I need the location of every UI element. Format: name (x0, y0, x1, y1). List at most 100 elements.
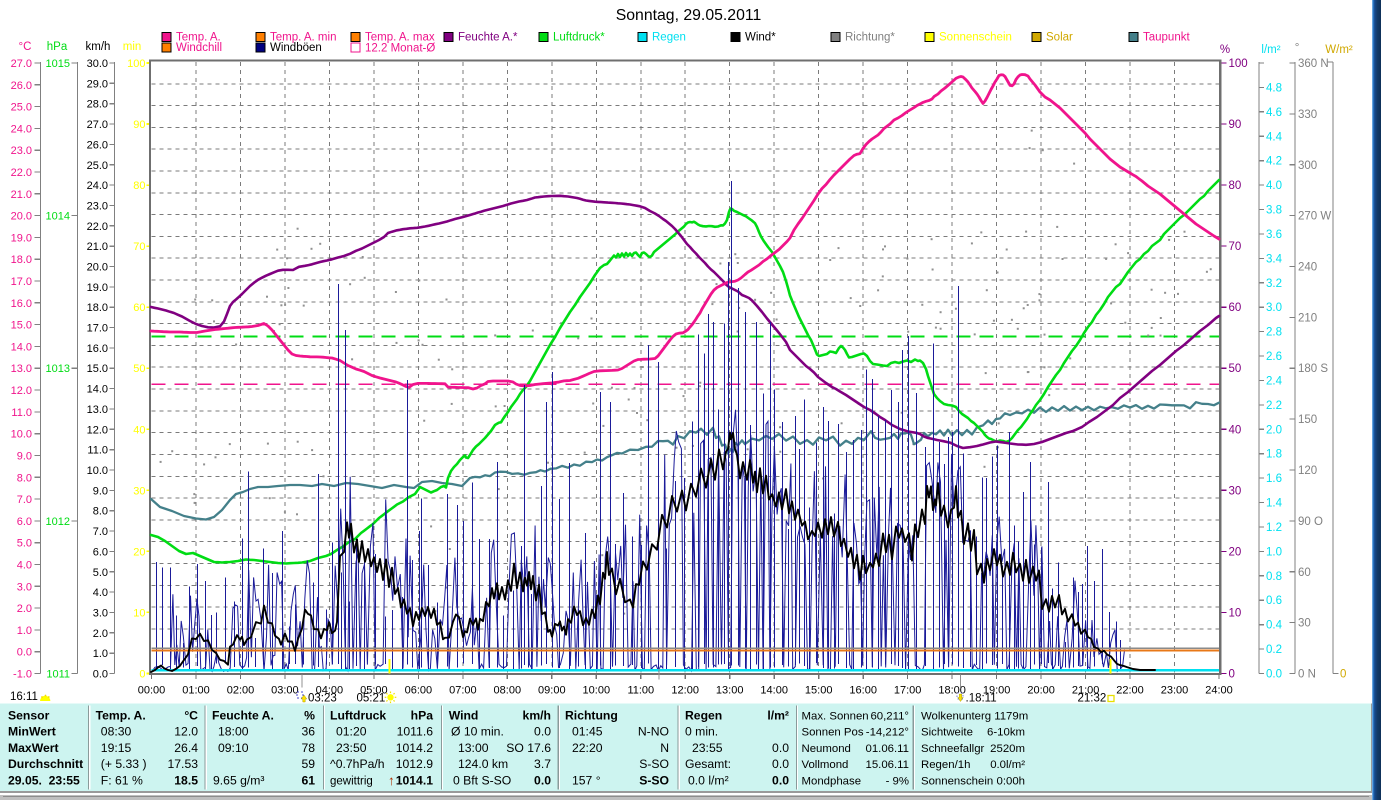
svg-text:11.0: 11.0 (11, 407, 32, 419)
svg-text:1.4: 1.4 (1266, 498, 1283, 510)
svg-text:23:00: 23:00 (1161, 685, 1189, 697)
svg-text:Windchill: Windchill (176, 42, 222, 54)
svg-text:29.0: 29.0 (87, 78, 108, 90)
svg-text:F: 61 %: F: 61 % (101, 773, 143, 787)
svg-text:03:23: 03:23 (308, 693, 337, 705)
svg-text:0.4: 0.4 (1266, 620, 1283, 632)
svg-text:08:30: 08:30 (101, 725, 132, 739)
svg-text:0.0: 0.0 (772, 757, 789, 771)
svg-text:0 min.: 0 min. (685, 725, 718, 739)
svg-text:90: 90 (133, 119, 145, 131)
svg-text:21.0: 21.0 (11, 189, 32, 201)
svg-text:90: 90 (1229, 119, 1242, 131)
svg-text:Sensor: Sensor (8, 709, 50, 723)
svg-text:40: 40 (133, 424, 145, 436)
svg-text:6-10km: 6-10km (987, 727, 1025, 739)
svg-text:28.0: 28.0 (87, 99, 108, 111)
svg-text:19.0: 19.0 (87, 282, 108, 294)
svg-text:05:00: 05:00 (360, 685, 388, 697)
svg-text:3.6: 3.6 (1266, 229, 1282, 241)
svg-text:00:00: 00:00 (138, 685, 166, 697)
svg-text:01.06.11: 01.06.11 (866, 743, 910, 755)
svg-text:10:00: 10:00 (583, 685, 611, 697)
svg-text:60: 60 (133, 302, 145, 314)
svg-text:12.0: 12.0 (11, 385, 32, 397)
svg-text:50: 50 (133, 363, 145, 375)
svg-text:Temp. A.: Temp. A. (96, 709, 146, 723)
svg-text:150: 150 (1298, 414, 1317, 426)
svg-text:1014.2: 1014.2 (396, 741, 433, 755)
svg-text:12.2 Monat-Ø: 12.2 Monat-Ø (365, 43, 435, 55)
svg-text:3.0: 3.0 (17, 581, 32, 593)
svg-text:3.7: 3.7 (534, 757, 551, 771)
svg-text:1.0: 1.0 (17, 625, 32, 637)
svg-text:90 O: 90 O (1298, 516, 1323, 528)
svg-text:24.0: 24.0 (87, 180, 108, 192)
svg-text:04:00: 04:00 (316, 685, 344, 697)
svg-text:1013: 1013 (46, 363, 70, 375)
svg-text:61: 61 (301, 773, 315, 787)
svg-text:1.2: 1.2 (1266, 522, 1282, 534)
svg-text:9.65 g/m³: 9.65 g/m³ (213, 773, 264, 787)
svg-text:Regen: Regen (685, 709, 722, 723)
svg-text:120: 120 (1298, 465, 1317, 477)
svg-text:(+ 5.33 ): (+ 5.33 ) (101, 757, 147, 771)
svg-text:1015: 1015 (46, 58, 70, 70)
svg-text:1011.6: 1011.6 (397, 725, 434, 739)
svg-text:12:00: 12:00 (671, 685, 699, 697)
svg-text:Max. Sonnen: Max. Sonnen (802, 711, 869, 723)
svg-text:2.6: 2.6 (1266, 351, 1282, 363)
svg-text:MinWert: MinWert (8, 725, 56, 739)
svg-text:°C: °C (184, 709, 198, 723)
svg-text:0.2: 0.2 (1266, 644, 1282, 656)
svg-text:0.8: 0.8 (1266, 571, 1282, 583)
svg-text:24:00: 24:00 (1205, 685, 1233, 697)
svg-text:26.0: 26.0 (87, 139, 108, 151)
svg-text:N: N (660, 741, 669, 755)
svg-text:21:32: 21:32 (1078, 693, 1107, 705)
svg-text:0.6: 0.6 (1266, 595, 1282, 607)
svg-text:2.0: 2.0 (1266, 424, 1282, 436)
svg-text:124.0 km: 124.0 km (458, 757, 508, 771)
svg-text:2.0: 2.0 (93, 628, 108, 640)
svg-text:°C: °C (19, 41, 32, 53)
svg-text:29.05. 23:55: 29.05. 23:55 (8, 773, 80, 787)
svg-text:22.0: 22.0 (87, 221, 108, 233)
svg-text:60,211°: 60,211° (870, 711, 909, 723)
svg-text:Temp. A. min: Temp. A. min (270, 32, 336, 44)
svg-text:22.0: 22.0 (11, 167, 32, 179)
svg-text:1014: 1014 (46, 211, 70, 223)
svg-text:Solar: Solar (1046, 32, 1073, 44)
svg-text:Wind*: Wind* (745, 32, 776, 44)
svg-text:16:11: 16:11 (10, 691, 38, 703)
svg-text:0 Bft S-SO: 0 Bft S-SO (453, 773, 511, 787)
svg-text:100: 100 (1229, 58, 1248, 70)
svg-text:1.0: 1.0 (1266, 546, 1282, 558)
svg-text:Taupunkt: Taupunkt (1143, 32, 1190, 44)
svg-text:- 9%: - 9% (886, 775, 909, 787)
svg-text:18.0: 18.0 (87, 302, 108, 314)
svg-text:4.8: 4.8 (1266, 82, 1282, 94)
svg-text:07:00: 07:00 (449, 685, 477, 697)
svg-text:59: 59 (301, 757, 315, 771)
svg-text:0.0: 0.0 (17, 647, 32, 659)
svg-text:240: 240 (1298, 262, 1317, 274)
svg-text:16.0: 16.0 (11, 298, 32, 310)
svg-text:36: 36 (301, 725, 315, 739)
svg-text:l/m²: l/m² (767, 709, 789, 723)
svg-text:Sonntag, 29.05.2011: Sonntag, 29.05.2011 (616, 7, 762, 24)
svg-text:15.06.11: 15.06.11 (866, 759, 910, 771)
svg-text:13:00: 13:00 (458, 741, 489, 755)
svg-text:°: ° (1295, 42, 1300, 54)
svg-text:10.0: 10.0 (87, 465, 108, 477)
svg-text:18.0: 18.0 (11, 254, 32, 266)
svg-text:3.2: 3.2 (1266, 278, 1282, 290)
svg-text:27.0: 27.0 (11, 58, 32, 70)
svg-text:1012.9: 1012.9 (396, 757, 433, 771)
svg-text:18:00: 18:00 (218, 725, 249, 739)
svg-text:360 N: 360 N (1298, 58, 1329, 70)
svg-text:20: 20 (1229, 546, 1242, 558)
svg-text:-14,212°: -14,212° (866, 727, 909, 739)
svg-text:30: 30 (133, 485, 145, 497)
svg-text:25.0: 25.0 (11, 102, 32, 114)
